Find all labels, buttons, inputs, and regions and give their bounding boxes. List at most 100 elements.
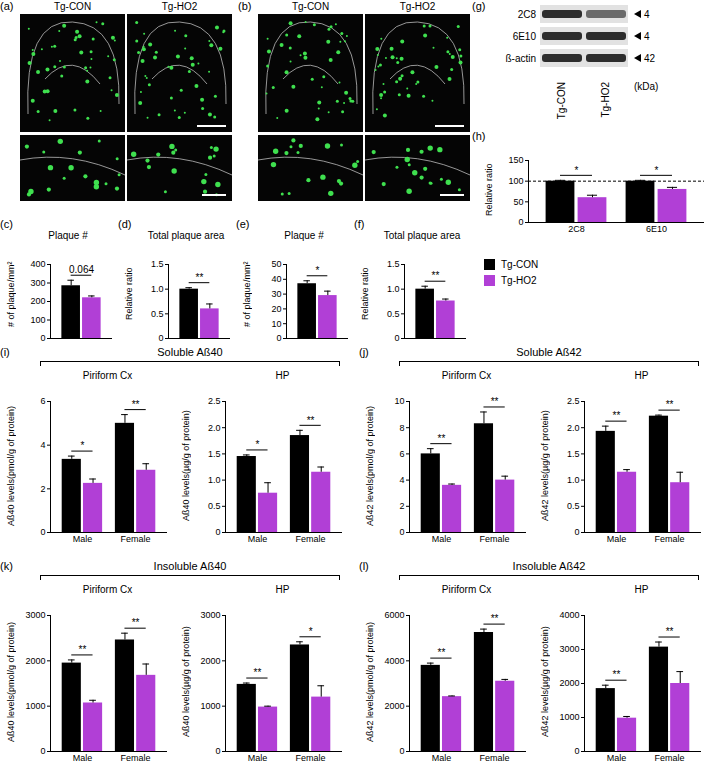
- svg-text:4000: 4000: [559, 610, 579, 620]
- svg-text:Male: Male: [432, 753, 452, 763]
- svg-text:*: *: [316, 265, 320, 276]
- svg-text:Tg-HO2: Tg-HO2: [400, 1, 436, 12]
- svg-text:0.5: 0.5: [208, 501, 221, 511]
- svg-text:0: 0: [40, 746, 45, 756]
- svg-text:Female: Female: [655, 534, 685, 544]
- svg-text:4: 4: [40, 440, 45, 450]
- svg-text:**: **: [307, 415, 315, 426]
- svg-text:200: 200: [30, 296, 45, 306]
- svg-text:**: **: [432, 270, 440, 281]
- svg-text:1.0: 1.0: [151, 284, 164, 294]
- svg-text:Tg-HO2: Tg-HO2: [600, 82, 611, 118]
- svg-text:4: 4: [644, 31, 650, 42]
- svg-text:4: 4: [644, 9, 650, 20]
- svg-text:2000: 2000: [384, 701, 404, 711]
- svg-text:2: 2: [399, 501, 404, 511]
- svg-text:2.5: 2.5: [208, 396, 221, 406]
- svg-text:0: 0: [399, 746, 404, 756]
- svg-text:0: 0: [40, 333, 45, 343]
- svg-text:300: 300: [30, 278, 45, 288]
- svg-text:Tg-CON: Tg-CON: [54, 1, 91, 12]
- svg-text:2000: 2000: [559, 678, 579, 688]
- svg-text:50: 50: [271, 259, 281, 269]
- svg-text:*: *: [309, 626, 313, 637]
- svg-text:Female: Female: [480, 753, 510, 763]
- svg-text:10: 10: [271, 319, 281, 329]
- svg-text:Male: Male: [248, 534, 268, 544]
- svg-text:3000: 3000: [559, 644, 579, 654]
- svg-text:2000: 2000: [200, 656, 220, 666]
- svg-text:1000: 1000: [25, 701, 45, 711]
- svg-text:400: 400: [30, 259, 45, 269]
- svg-text:**: **: [491, 396, 499, 407]
- svg-text:**: **: [254, 667, 262, 678]
- svg-text:0: 0: [518, 217, 523, 227]
- svg-text:0: 0: [276, 333, 281, 343]
- svg-text:Tg-HO2: Tg-HO2: [162, 1, 198, 12]
- svg-text:**: **: [79, 644, 87, 655]
- svg-text:**: **: [132, 399, 140, 410]
- svg-text:150: 150: [508, 155, 523, 165]
- svg-text:40: 40: [271, 274, 281, 284]
- svg-text:6E10: 6E10: [513, 31, 537, 42]
- svg-text:Male: Male: [607, 534, 627, 544]
- svg-text:Tg-CON: Tg-CON: [292, 1, 329, 12]
- svg-text:1.5: 1.5: [387, 259, 400, 269]
- svg-text:Male: Male: [73, 534, 93, 544]
- svg-text:**: **: [613, 410, 621, 421]
- svg-text:4000: 4000: [384, 656, 404, 666]
- svg-text:2.0: 2.0: [208, 423, 221, 433]
- svg-text:8: 8: [399, 423, 404, 433]
- svg-text:**: **: [613, 669, 621, 680]
- svg-text:1.0: 1.0: [387, 284, 400, 294]
- svg-text:42: 42: [644, 53, 656, 64]
- svg-text:1000: 1000: [200, 701, 220, 711]
- svg-text:6: 6: [40, 396, 45, 406]
- svg-text:**: **: [491, 613, 499, 624]
- svg-text:**: **: [196, 272, 204, 283]
- svg-text:0.064: 0.064: [69, 264, 94, 275]
- svg-text:1.0: 1.0: [208, 475, 221, 485]
- svg-text:6000: 6000: [384, 610, 404, 620]
- svg-text:10: 10: [394, 396, 404, 406]
- svg-text:0: 0: [574, 746, 579, 756]
- svg-text:1.5: 1.5: [151, 259, 164, 269]
- svg-text:0.5: 0.5: [567, 501, 580, 511]
- svg-text:0.5: 0.5: [387, 309, 400, 319]
- svg-text:0: 0: [40, 527, 45, 537]
- svg-text:1.5: 1.5: [208, 449, 221, 459]
- svg-text:*: *: [575, 165, 579, 176]
- svg-text:3000: 3000: [25, 610, 45, 620]
- svg-text:2000: 2000: [25, 656, 45, 666]
- svg-text:**: **: [438, 647, 446, 658]
- svg-text:Female: Female: [296, 534, 326, 544]
- svg-text:2C8: 2C8: [518, 9, 537, 20]
- svg-text:**: **: [132, 617, 140, 628]
- svg-text:Male: Male: [432, 534, 452, 544]
- svg-text:Tg-CON: Tg-CON: [556, 82, 567, 119]
- svg-text:2.5: 2.5: [567, 396, 580, 406]
- svg-text:2: 2: [40, 484, 45, 494]
- svg-text:*: *: [255, 439, 259, 450]
- svg-text:3000: 3000: [200, 610, 220, 620]
- svg-text:6E10: 6E10: [646, 224, 667, 234]
- svg-text:1000: 1000: [559, 712, 579, 722]
- svg-text:Female: Female: [655, 753, 685, 763]
- svg-text:2C8: 2C8: [568, 224, 585, 234]
- svg-text:6: 6: [399, 449, 404, 459]
- svg-text:*: *: [80, 440, 84, 451]
- svg-text:(g): (g): [472, 0, 485, 12]
- svg-text:(a): (a): [0, 0, 13, 12]
- svg-text:Male: Male: [607, 753, 627, 763]
- svg-text:**: **: [666, 626, 674, 637]
- svg-text:Female: Female: [121, 534, 151, 544]
- svg-text:4: 4: [399, 475, 404, 485]
- svg-text:0.5: 0.5: [151, 309, 164, 319]
- svg-text:Female: Female: [480, 534, 510, 544]
- svg-text:**: **: [438, 433, 446, 444]
- svg-text:Female: Female: [296, 753, 326, 763]
- svg-text:Male: Male: [73, 753, 93, 763]
- svg-text:1.0: 1.0: [567, 475, 580, 485]
- svg-text:30: 30: [271, 289, 281, 299]
- svg-text:2.0: 2.0: [567, 423, 580, 433]
